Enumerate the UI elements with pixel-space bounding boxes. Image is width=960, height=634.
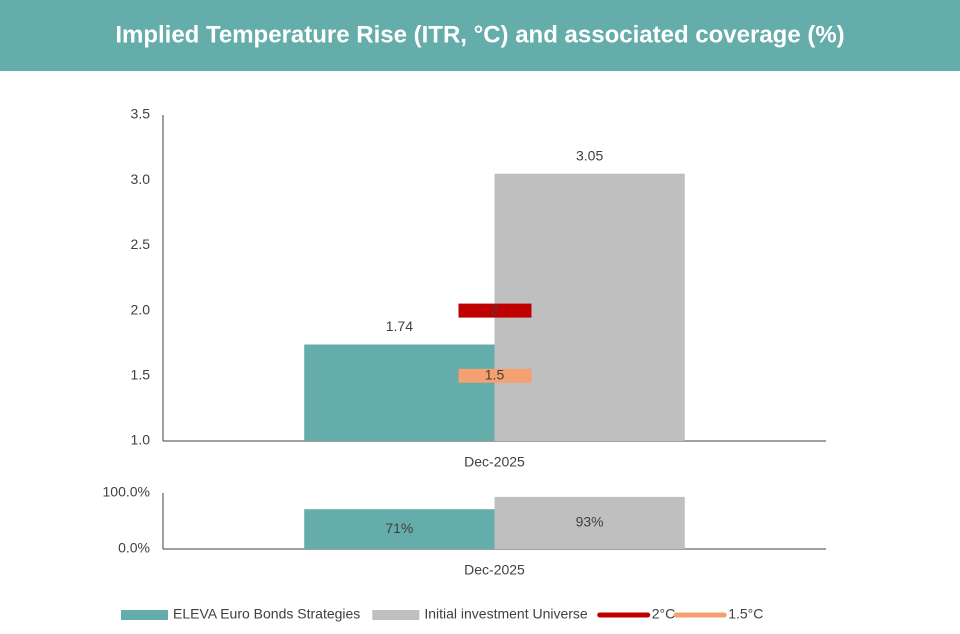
- data-label: 3.05: [576, 147, 603, 163]
- reference-label: 1.5: [485, 367, 505, 383]
- y-tick-label: 1.0: [131, 432, 151, 448]
- bar: [494, 496, 685, 549]
- legend-label: ELEVA Euro Bonds Strategies: [173, 606, 360, 622]
- y-tick-label: 1.5: [131, 367, 151, 383]
- x-tick-label: Dec-2025: [464, 562, 525, 578]
- legend-swatch: [121, 610, 168, 620]
- x-tick-label: Dec-2025: [464, 454, 525, 470]
- data-label: 71%: [385, 520, 413, 536]
- reference-marker: [458, 368, 532, 383]
- y-tick-label: 2.5: [131, 236, 151, 252]
- legend-label: Initial investment Universe: [424, 606, 588, 622]
- reference-marker: [458, 303, 532, 318]
- y-tick-label: 2.0: [131, 301, 151, 317]
- y-tick-label: 100.0%: [103, 484, 150, 500]
- y-tick-label: 3.5: [131, 106, 151, 122]
- legend-label: 2°C: [652, 606, 676, 622]
- bar: [304, 344, 495, 441]
- legend-swatch: [372, 610, 420, 620]
- y-tick-label: 3.0: [131, 171, 151, 187]
- data-label: 1.74: [386, 318, 413, 334]
- y-tick-label: 0.0%: [118, 540, 150, 556]
- reference-label: 2: [491, 301, 499, 317]
- header-bar: [0, 0, 960, 71]
- bar: [304, 509, 495, 549]
- header-title: Implied Temperature Rise (ITR, °C) and a…: [115, 21, 844, 48]
- legend-label: 1.5°C: [728, 606, 763, 622]
- data-label: 93%: [576, 514, 604, 530]
